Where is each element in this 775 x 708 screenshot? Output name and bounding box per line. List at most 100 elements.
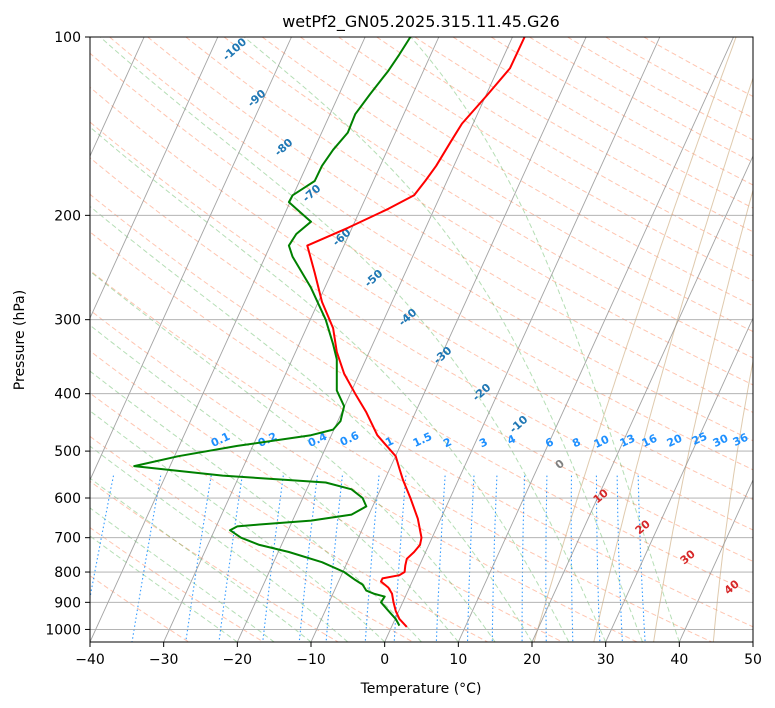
isotherm-line [678,478,753,642]
mixing-ratio-line [637,475,646,642]
mixing-ratio-line [131,475,162,642]
grid-lines [90,37,753,642]
dry-adiabat [376,37,753,257]
dry-adiabat [490,37,753,186]
reference-curve [533,37,737,642]
series-line-green [133,37,412,627]
plot-background [90,37,753,642]
mixing-ratio-label: 16 [640,432,660,450]
isotherm-line [531,154,753,642]
moist-adiabat [410,37,680,642]
background-reference-lines [90,37,753,642]
moist-adiabat [90,445,349,642]
isotherm-line [605,316,753,642]
dry-adiabat [90,193,753,595]
isotherm-line [752,640,753,642]
dry-adiabat [529,37,753,163]
mixing-ratio-label: 30 [711,432,731,450]
x-tick-label: −40 [75,652,105,668]
mixing-ratio-label: 20 [665,432,685,450]
mixing-ratio-line [491,475,498,642]
y-tick-label: 900 [54,595,81,611]
isotherm-line [163,37,440,642]
dry-adiabat [90,231,753,628]
x-axis: −40 −30 −20 −10 0 10 20 30 40 50 [75,642,762,668]
mixing-ratio-line [262,475,284,642]
moist-adiabat [90,270,496,642]
dry-adiabat [223,37,753,359]
dry-adiabat [567,37,753,141]
moist-adiabat [90,205,533,642]
y-axis: 1000 900 800 700 600 500 400 300 200 100 [45,30,90,638]
y-tick-label: 700 [54,531,81,547]
y-axis-title: Pressure (hPa) [12,290,28,390]
y-tick-label: 400 [54,387,81,403]
mixing-ratio-label: 36 [731,431,751,449]
mixing-ratio-line [570,475,574,642]
plot-area: -100-90-80-70-60-50-40-30-20-100.1 0.2 0.4… [89,36,754,643]
x-tick-label: −30 [149,652,179,668]
isotherm-line [384,37,661,642]
dry-adiabat [90,86,753,501]
mixing-ratio-line [185,475,212,642]
mixing-ratio-line [298,475,318,642]
mixing-ratio-label: 25 [690,430,709,448]
dry-adiabat [147,37,753,414]
y-tick-label: 800 [54,565,81,581]
y-tick-label: 1000 [45,622,81,638]
dry-adiabat [90,157,753,562]
dry-adiabat [90,435,414,642]
mixing-ratio-line [595,475,601,642]
dry-adiabat [90,526,264,642]
dry-adiabat [90,309,638,642]
mixing-ratio-line [90,475,115,601]
isotherm-line [90,37,219,320]
moist-adiabat [99,37,607,642]
x-tick-label: −20 [223,652,253,668]
isotherm-line [90,37,366,642]
mixing-ratio-line [218,475,243,642]
mixing-ratio-line [393,475,407,642]
chart-title: wetPf2_GN05.2025.315.11.45.G26 [282,12,560,32]
dry-adiabat [185,37,753,386]
x-tick-label: 0 [380,652,389,668]
mixing-ratio-line [521,475,526,642]
dry-adiabat [414,37,753,233]
isotherm-line [90,37,145,158]
mixing-ratio-label: 10 [592,433,612,451]
x-tick-label: 20 [523,652,541,668]
isotherm-line [236,37,513,642]
reference-curve [593,76,753,642]
mixing-ratio-line [364,475,380,642]
mixing-ratio-line [466,475,475,642]
x-tick-label: 50 [744,652,762,668]
dry-adiabat [109,37,753,442]
series-line-red [306,37,526,628]
x-axis-title: Temperature (°C) [360,681,482,697]
mixing-ratio-line [435,475,446,642]
x-tick-label: 10 [449,652,467,668]
moist-adiabat [90,370,422,642]
dry-adiabat [338,37,753,282]
y-tick-label: 200 [54,208,81,224]
isotherm-line [90,37,292,482]
dry-adiabat [452,37,753,209]
dry-adiabat [90,392,488,642]
plot-frame [89,36,754,643]
mixing-ratio-label: 13 [618,432,637,450]
mixing-ratio-line [545,475,548,642]
dry-adiabat [90,269,712,642]
y-tick-label: 100 [54,30,81,46]
reference-curve [653,188,753,642]
y-tick-label: 500 [54,444,81,460]
mixing-ratio-line [325,475,343,642]
moist-adiabat [90,126,570,642]
dry-adiabat [90,52,753,471]
x-tick-label: 40 [670,652,688,668]
x-tick-label: 30 [597,652,615,668]
x-tick-label: −10 [296,652,326,668]
moist-adiabat [90,535,238,642]
sounding-series [133,37,526,628]
isotherm-line [310,37,587,642]
